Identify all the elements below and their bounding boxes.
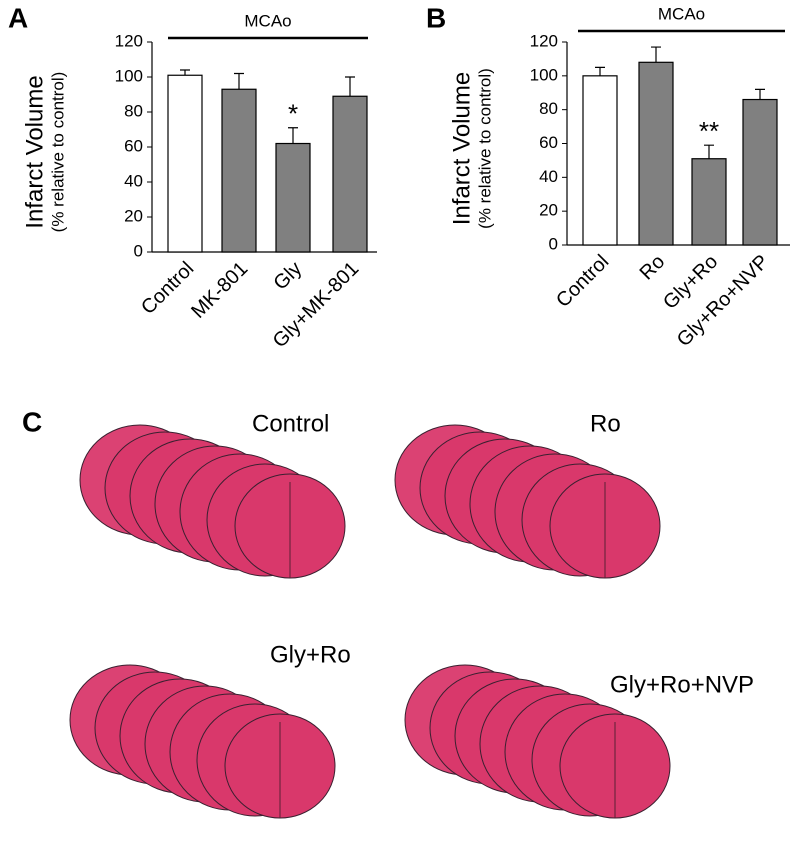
y-tick-label: 20 (124, 206, 143, 225)
chart-title: MCAo (244, 11, 291, 30)
x-tick-label: Control (552, 251, 613, 312)
x-tick-label: Gly (270, 258, 307, 295)
y-tick-label: 120 (115, 31, 143, 50)
bar (582, 75, 618, 246)
bar (638, 61, 674, 246)
error-bar (234, 72, 244, 90)
panel-label: A (8, 2, 28, 33)
brain-images (69, 424, 671, 819)
y-axis-label: Infarct Volume (448, 72, 475, 225)
error-bar (180, 69, 190, 76)
bar (332, 95, 368, 253)
error-bar (595, 66, 605, 76)
chart-title: MCAo (658, 4, 705, 23)
y-tick-label: 100 (530, 65, 558, 84)
y-tick-label: 20 (539, 201, 558, 220)
y-tick-label: 40 (539, 167, 558, 186)
brain-ro (394, 424, 661, 579)
image-label: Control (252, 410, 329, 437)
bar (221, 88, 257, 253)
bar (691, 158, 727, 246)
image-label: Ro (590, 410, 621, 437)
error-bar (345, 76, 355, 97)
bar (275, 142, 311, 253)
panel-label: B (426, 2, 446, 33)
y-tick-label: 80 (124, 101, 143, 120)
x-tick-label: MK-801 (187, 258, 252, 323)
error-bar (288, 127, 298, 144)
image-label: Gly+Ro (270, 641, 351, 668)
y-tick-label: 0 (549, 234, 558, 253)
error-bar (704, 144, 714, 159)
bar (742, 98, 778, 246)
bar (167, 74, 203, 253)
x-tick-label: Ro (636, 251, 670, 285)
brain-control (79, 424, 346, 579)
significance: ** (699, 116, 719, 146)
y-axis-sublabel: (% relative to control) (475, 68, 494, 229)
y-tick-label: 0 (134, 241, 143, 260)
error-bar (755, 88, 765, 100)
y-tick-label: 60 (124, 136, 143, 155)
y-axis-label: Infarct Volume (21, 75, 48, 228)
y-tick-label: 60 (539, 133, 558, 152)
y-tick-label: 40 (124, 171, 143, 190)
brain-gly-ro (69, 664, 336, 819)
error-bar (651, 46, 661, 63)
significance: * (288, 99, 298, 129)
y-tick-label: 120 (530, 31, 558, 50)
panel-label: C (22, 406, 42, 437)
y-tick-label: 100 (115, 66, 143, 85)
y-tick-label: 80 (539, 99, 558, 118)
image-label: Gly+Ro+NVP (610, 671, 754, 698)
x-tick-label: Gly+Ro+NVP (673, 251, 773, 351)
y-axis-sublabel: (% relative to control) (48, 72, 67, 233)
